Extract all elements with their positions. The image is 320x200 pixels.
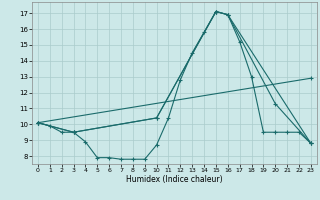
X-axis label: Humidex (Indice chaleur): Humidex (Indice chaleur): [126, 175, 223, 184]
